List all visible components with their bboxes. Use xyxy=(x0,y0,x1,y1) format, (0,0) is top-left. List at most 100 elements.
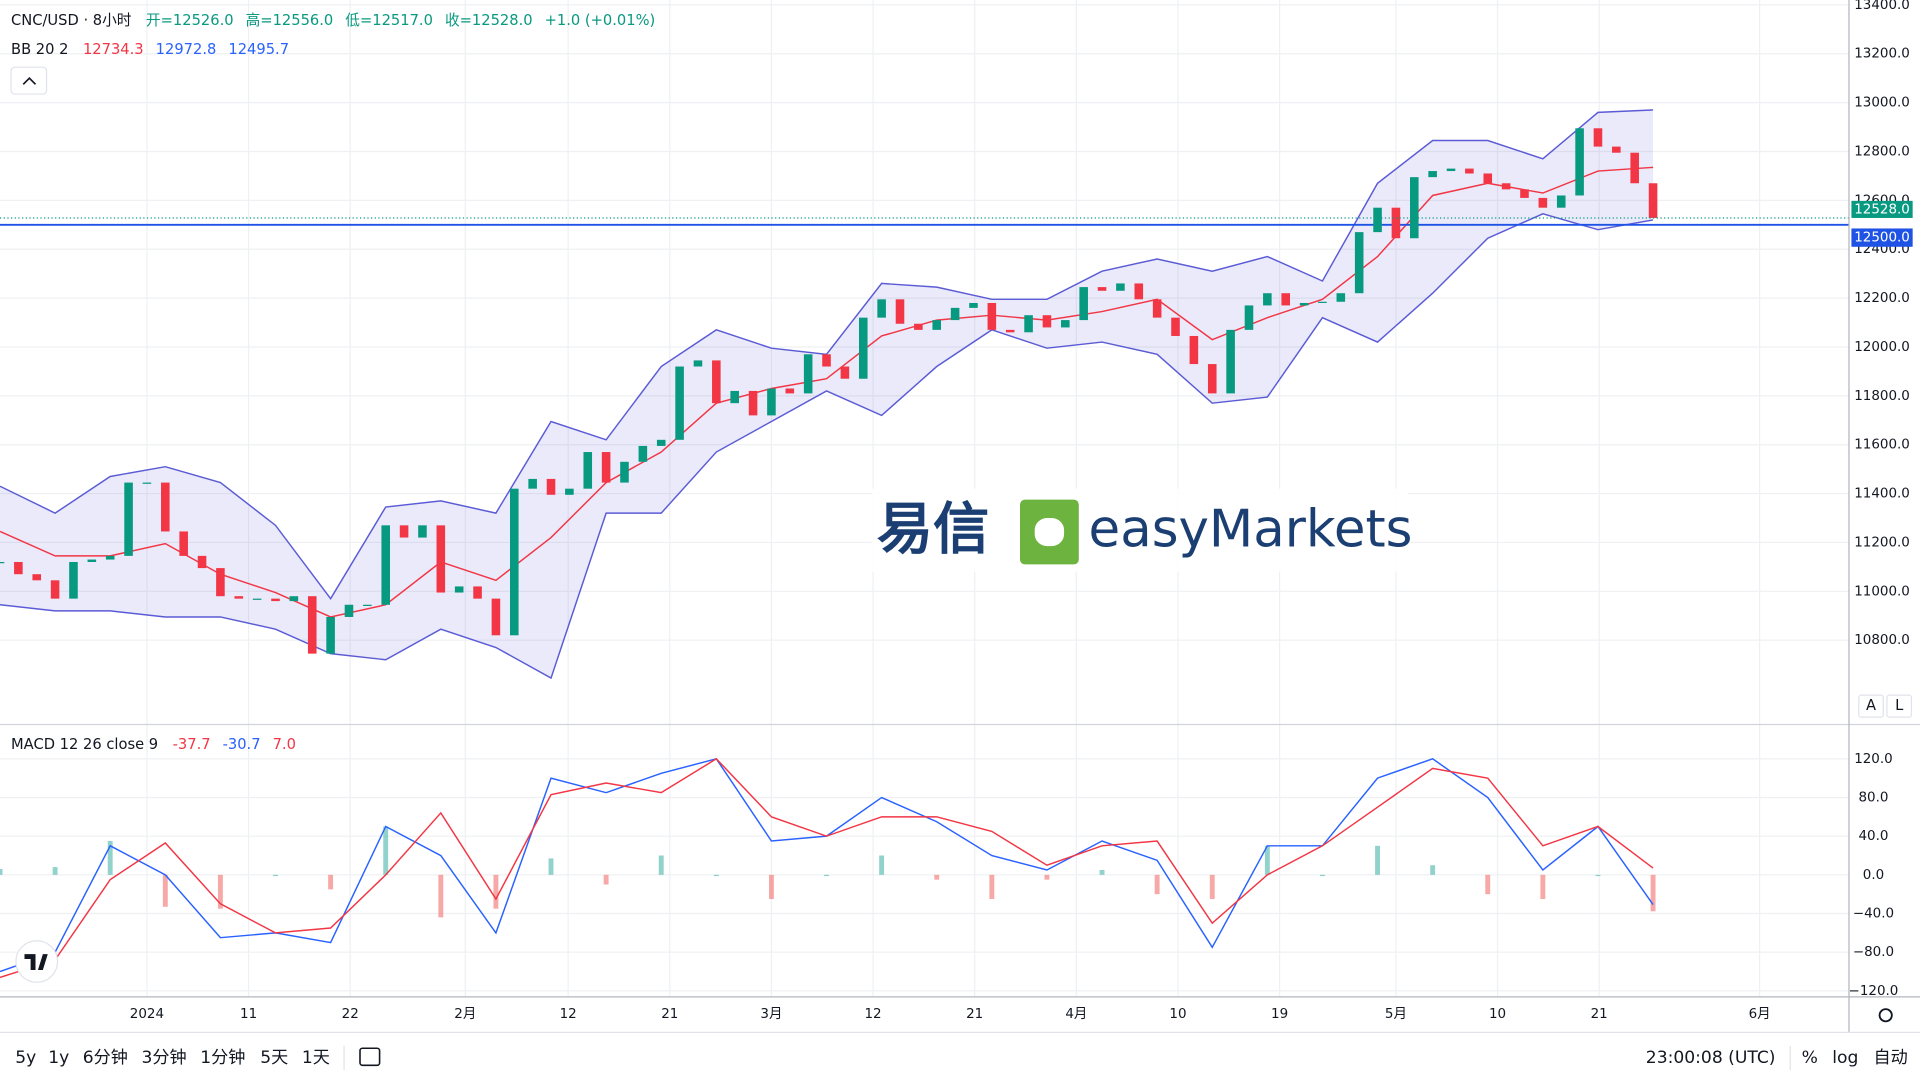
y-tick-label: 13200.0 xyxy=(1854,47,1910,62)
macd-histogram-bar xyxy=(1209,874,1215,900)
candle xyxy=(105,555,115,560)
clock: 23:00:08 (UTC) xyxy=(1646,1048,1776,1068)
collapse-button[interactable] xyxy=(10,66,48,95)
candle xyxy=(418,525,427,538)
macd-histogram-bar xyxy=(768,874,774,900)
y-tick-label: 11600.0 xyxy=(1854,438,1910,453)
candle xyxy=(858,317,868,379)
candle xyxy=(32,574,42,581)
macd-histogram-bar xyxy=(383,826,389,875)
macd-signal-value: 7.0 xyxy=(273,736,296,753)
candle xyxy=(546,478,556,495)
settings-icon[interactable] xyxy=(1878,1008,1893,1023)
macd-histogram-bar xyxy=(824,874,829,877)
candle xyxy=(142,482,152,484)
macd-histogram-bar xyxy=(162,874,168,907)
macd-histogram-bar xyxy=(217,874,223,909)
macd-y-tick-label: −40.0 xyxy=(1853,907,1894,922)
candle xyxy=(1446,168,1456,172)
candle xyxy=(1244,305,1254,330)
candle xyxy=(1373,207,1382,233)
macd-histogram-bar xyxy=(713,874,719,877)
candle xyxy=(1299,302,1309,306)
auto-scale-button[interactable] xyxy=(1858,694,1884,718)
x-tick-label: 4月 xyxy=(1065,1007,1087,1022)
log-scale-button[interactable] xyxy=(1886,694,1913,718)
x-tick-label: 10 xyxy=(1169,1007,1186,1022)
candle xyxy=(877,299,886,318)
x-tick-label: 2月 xyxy=(454,1007,476,1022)
macd-histogram-bar xyxy=(1485,874,1491,895)
range-button[interactable]: 1天 xyxy=(302,1048,330,1068)
watermark-logo-inner xyxy=(1034,518,1065,547)
range-button[interactable]: 1分钟 xyxy=(200,1048,245,1068)
candle xyxy=(289,596,299,602)
y-tick-label: 10800.0 xyxy=(1854,633,1910,648)
macd-histogram-bar xyxy=(1044,874,1050,880)
range-button[interactable]: 5天 xyxy=(260,1048,288,1068)
candle xyxy=(1336,293,1346,302)
candle xyxy=(161,482,170,532)
macd-histogram-bar xyxy=(107,841,113,875)
candle xyxy=(1593,128,1603,147)
candle xyxy=(987,302,997,330)
x-tick-label: 12 xyxy=(864,1007,881,1022)
date-range-icon[interactable] xyxy=(359,1047,381,1067)
x-tick-label: 6月 xyxy=(1749,1007,1771,1022)
watermark-cn: 易信 xyxy=(877,497,990,562)
watermark: 易信 easyMarkets xyxy=(871,488,1412,572)
macd-histogram-bar xyxy=(273,874,278,877)
candle xyxy=(601,452,611,483)
option-button[interactable]: % xyxy=(1802,1048,1818,1068)
candle xyxy=(1134,283,1144,300)
candle xyxy=(326,616,335,654)
candle xyxy=(528,478,537,489)
y-tick-label: 11800.0 xyxy=(1854,389,1910,404)
candle xyxy=(840,366,850,379)
option-button[interactable]: log xyxy=(1832,1048,1858,1068)
candle xyxy=(1648,183,1658,218)
y-tick-label: 13000.0 xyxy=(1854,96,1910,111)
macd-histogram-bar xyxy=(438,874,444,918)
log-scale-label: L xyxy=(1895,697,1904,714)
candle xyxy=(1391,207,1401,239)
range-button[interactable]: 1y xyxy=(48,1048,69,1068)
candle xyxy=(0,561,5,564)
candle xyxy=(50,580,60,599)
candle xyxy=(1207,364,1217,394)
candle xyxy=(124,482,133,556)
macd-y-tick-label: 80.0 xyxy=(1858,791,1888,806)
range-button[interactable]: 5y xyxy=(15,1048,36,1068)
candle xyxy=(1612,146,1621,153)
range-button[interactable]: 3分钟 xyxy=(142,1048,187,1068)
macd-histogram-bar xyxy=(548,858,554,875)
candle xyxy=(1024,315,1033,333)
tv-logo[interactable] xyxy=(15,940,59,983)
range-button[interactable]: 6分钟 xyxy=(83,1048,128,1068)
x-tick-label: 2024 xyxy=(130,1007,164,1022)
x-tick-label: 3月 xyxy=(760,1007,782,1022)
macd-y-tick-label: 40.0 xyxy=(1858,829,1888,844)
candle xyxy=(179,531,188,556)
bb-basis-value: 12734.3 xyxy=(83,41,144,58)
ohlc-open: 开=12526.0 xyxy=(146,12,234,29)
macd-histogram-bar xyxy=(493,874,499,909)
x-tick-label: 21 xyxy=(1591,1007,1608,1022)
candle xyxy=(1575,128,1584,196)
bb-name: BB 20 2 xyxy=(11,41,68,58)
x-tick-label: 10 xyxy=(1489,1007,1506,1022)
candle xyxy=(1410,177,1419,239)
option-button[interactable]: 自动 xyxy=(1873,1048,1907,1068)
y-tick-label: 13400.0 xyxy=(1854,0,1910,13)
candle xyxy=(14,561,23,575)
candle xyxy=(785,388,795,394)
candle xyxy=(1171,317,1180,336)
candle xyxy=(620,461,629,483)
hline-tag xyxy=(1851,228,1913,247)
candle xyxy=(234,596,244,599)
macd-histogram-bar xyxy=(52,867,58,875)
x-tick-label: 22 xyxy=(342,1007,359,1022)
candle xyxy=(822,354,831,367)
ohlc-close: 收=12528.0 xyxy=(445,12,533,29)
